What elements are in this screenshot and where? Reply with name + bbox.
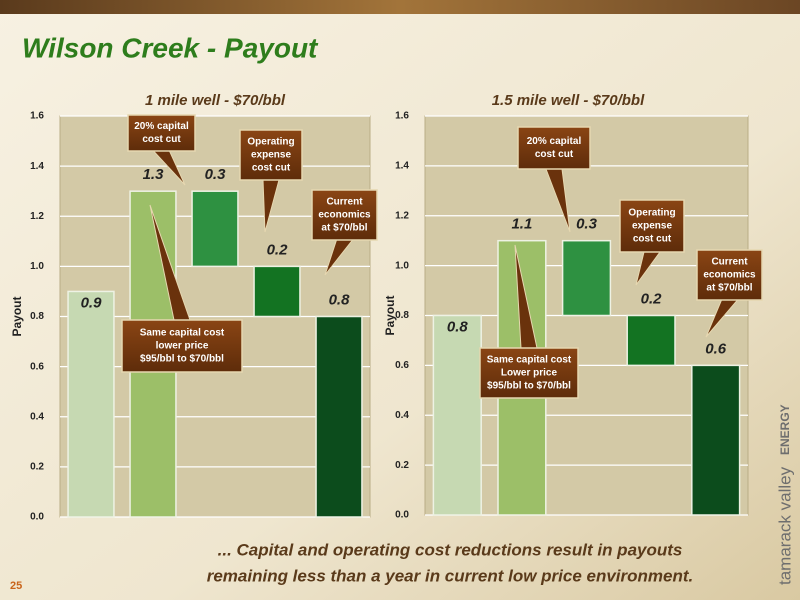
callout-text: cost cut (142, 134, 181, 145)
callout-text: cost cut (633, 234, 672, 245)
callout-box (479, 347, 579, 399)
callout-text: lower price (156, 341, 209, 352)
y-axis-label: Payout (10, 296, 24, 336)
y-axis-label: Payout (383, 295, 397, 335)
callout-text: cost cut (252, 163, 291, 174)
callout-box (517, 126, 591, 170)
callout-text: expense (632, 221, 672, 232)
bar (626, 314, 676, 367)
y-tick-label: 0.2 (30, 462, 44, 473)
value-label: 0.3 (576, 216, 598, 233)
y-tick-label: 0.0 (30, 512, 44, 523)
callout-text: expense (251, 150, 291, 161)
y-tick-label: 1.2 (30, 211, 44, 222)
bar (315, 315, 363, 518)
callout-text: $95/bbl to $70/bbl (487, 381, 571, 392)
callout-box (311, 189, 378, 241)
y-tick-label: 0.2 (395, 460, 409, 471)
callout-text: 20% capital (527, 136, 582, 147)
callout-text: 20% capital (134, 121, 189, 132)
y-tick-label: 1.4 (395, 161, 409, 172)
callout-text: economics (318, 210, 371, 221)
bar (191, 190, 239, 268)
callout-text: Current (326, 197, 363, 208)
callout-box (239, 129, 303, 181)
value-label: 0.8 (447, 318, 469, 335)
page-number: 25 (10, 580, 22, 592)
y-tick-label: 0.6 (30, 361, 44, 372)
callout-text: cost cut (535, 149, 574, 160)
callout-text: Operating (247, 137, 294, 148)
callout-text: $95/bbl to $70/bbl (140, 354, 224, 365)
chart-title: 1.5 mile well - $70/bbl (492, 92, 645, 109)
value-label: 1.1 (511, 216, 532, 233)
value-label: 0.8 (329, 291, 351, 308)
y-tick-label: 1.4 (30, 161, 44, 172)
callout-text: Same capital cost (487, 355, 572, 366)
y-tick-label: 0.8 (395, 310, 409, 321)
y-tick-label: 0.4 (30, 411, 44, 422)
logo-name: tamarack valley (775, 466, 794, 585)
y-tick-label: 1.2 (395, 210, 409, 221)
value-label: 0.6 (705, 340, 727, 357)
value-label: 0.2 (641, 290, 663, 307)
footer-line: ... Capital and operating cost reduction… (218, 540, 683, 559)
bar (67, 290, 115, 518)
value-label: 0.9 (81, 294, 103, 311)
callout-text: Operating (628, 208, 675, 219)
bar (691, 364, 741, 516)
value-label: 1.3 (143, 166, 165, 183)
value-label: 0.3 (205, 166, 227, 183)
logo-suffix: ENERGY (778, 404, 792, 455)
chart-title: 1 mile well - $70/bbl (145, 92, 286, 109)
bar (432, 314, 482, 516)
callout-box (127, 114, 196, 152)
y-tick-label: 0.0 (395, 510, 409, 521)
y-tick-label: 1.0 (395, 260, 409, 271)
callout-text: at $70/bbl (706, 283, 752, 294)
bar (561, 239, 612, 317)
y-tick-label: 1.0 (30, 261, 44, 272)
callout-text: Lower price (501, 368, 558, 379)
page-title: Wilson Creek - Payout (22, 32, 319, 63)
value-label: 0.2 (267, 241, 289, 258)
bar (253, 265, 301, 318)
footer-line: remaining less than a year in current lo… (207, 566, 694, 585)
y-tick-label: 0.4 (395, 410, 409, 421)
y-tick-label: 1.6 (395, 111, 409, 122)
callout-text: at $70/bbl (321, 223, 367, 234)
y-tick-label: 0.8 (30, 311, 44, 322)
y-tick-label: 1.6 (30, 111, 44, 122)
callout-box (121, 319, 243, 373)
callout-text: Same capital cost (140, 328, 225, 339)
y-tick-label: 0.6 (395, 360, 409, 371)
callout-box (619, 199, 685, 253)
callout-text: economics (703, 270, 756, 281)
top-band (0, 0, 800, 14)
callout-box (696, 249, 763, 301)
callout-text: Current (711, 257, 748, 268)
